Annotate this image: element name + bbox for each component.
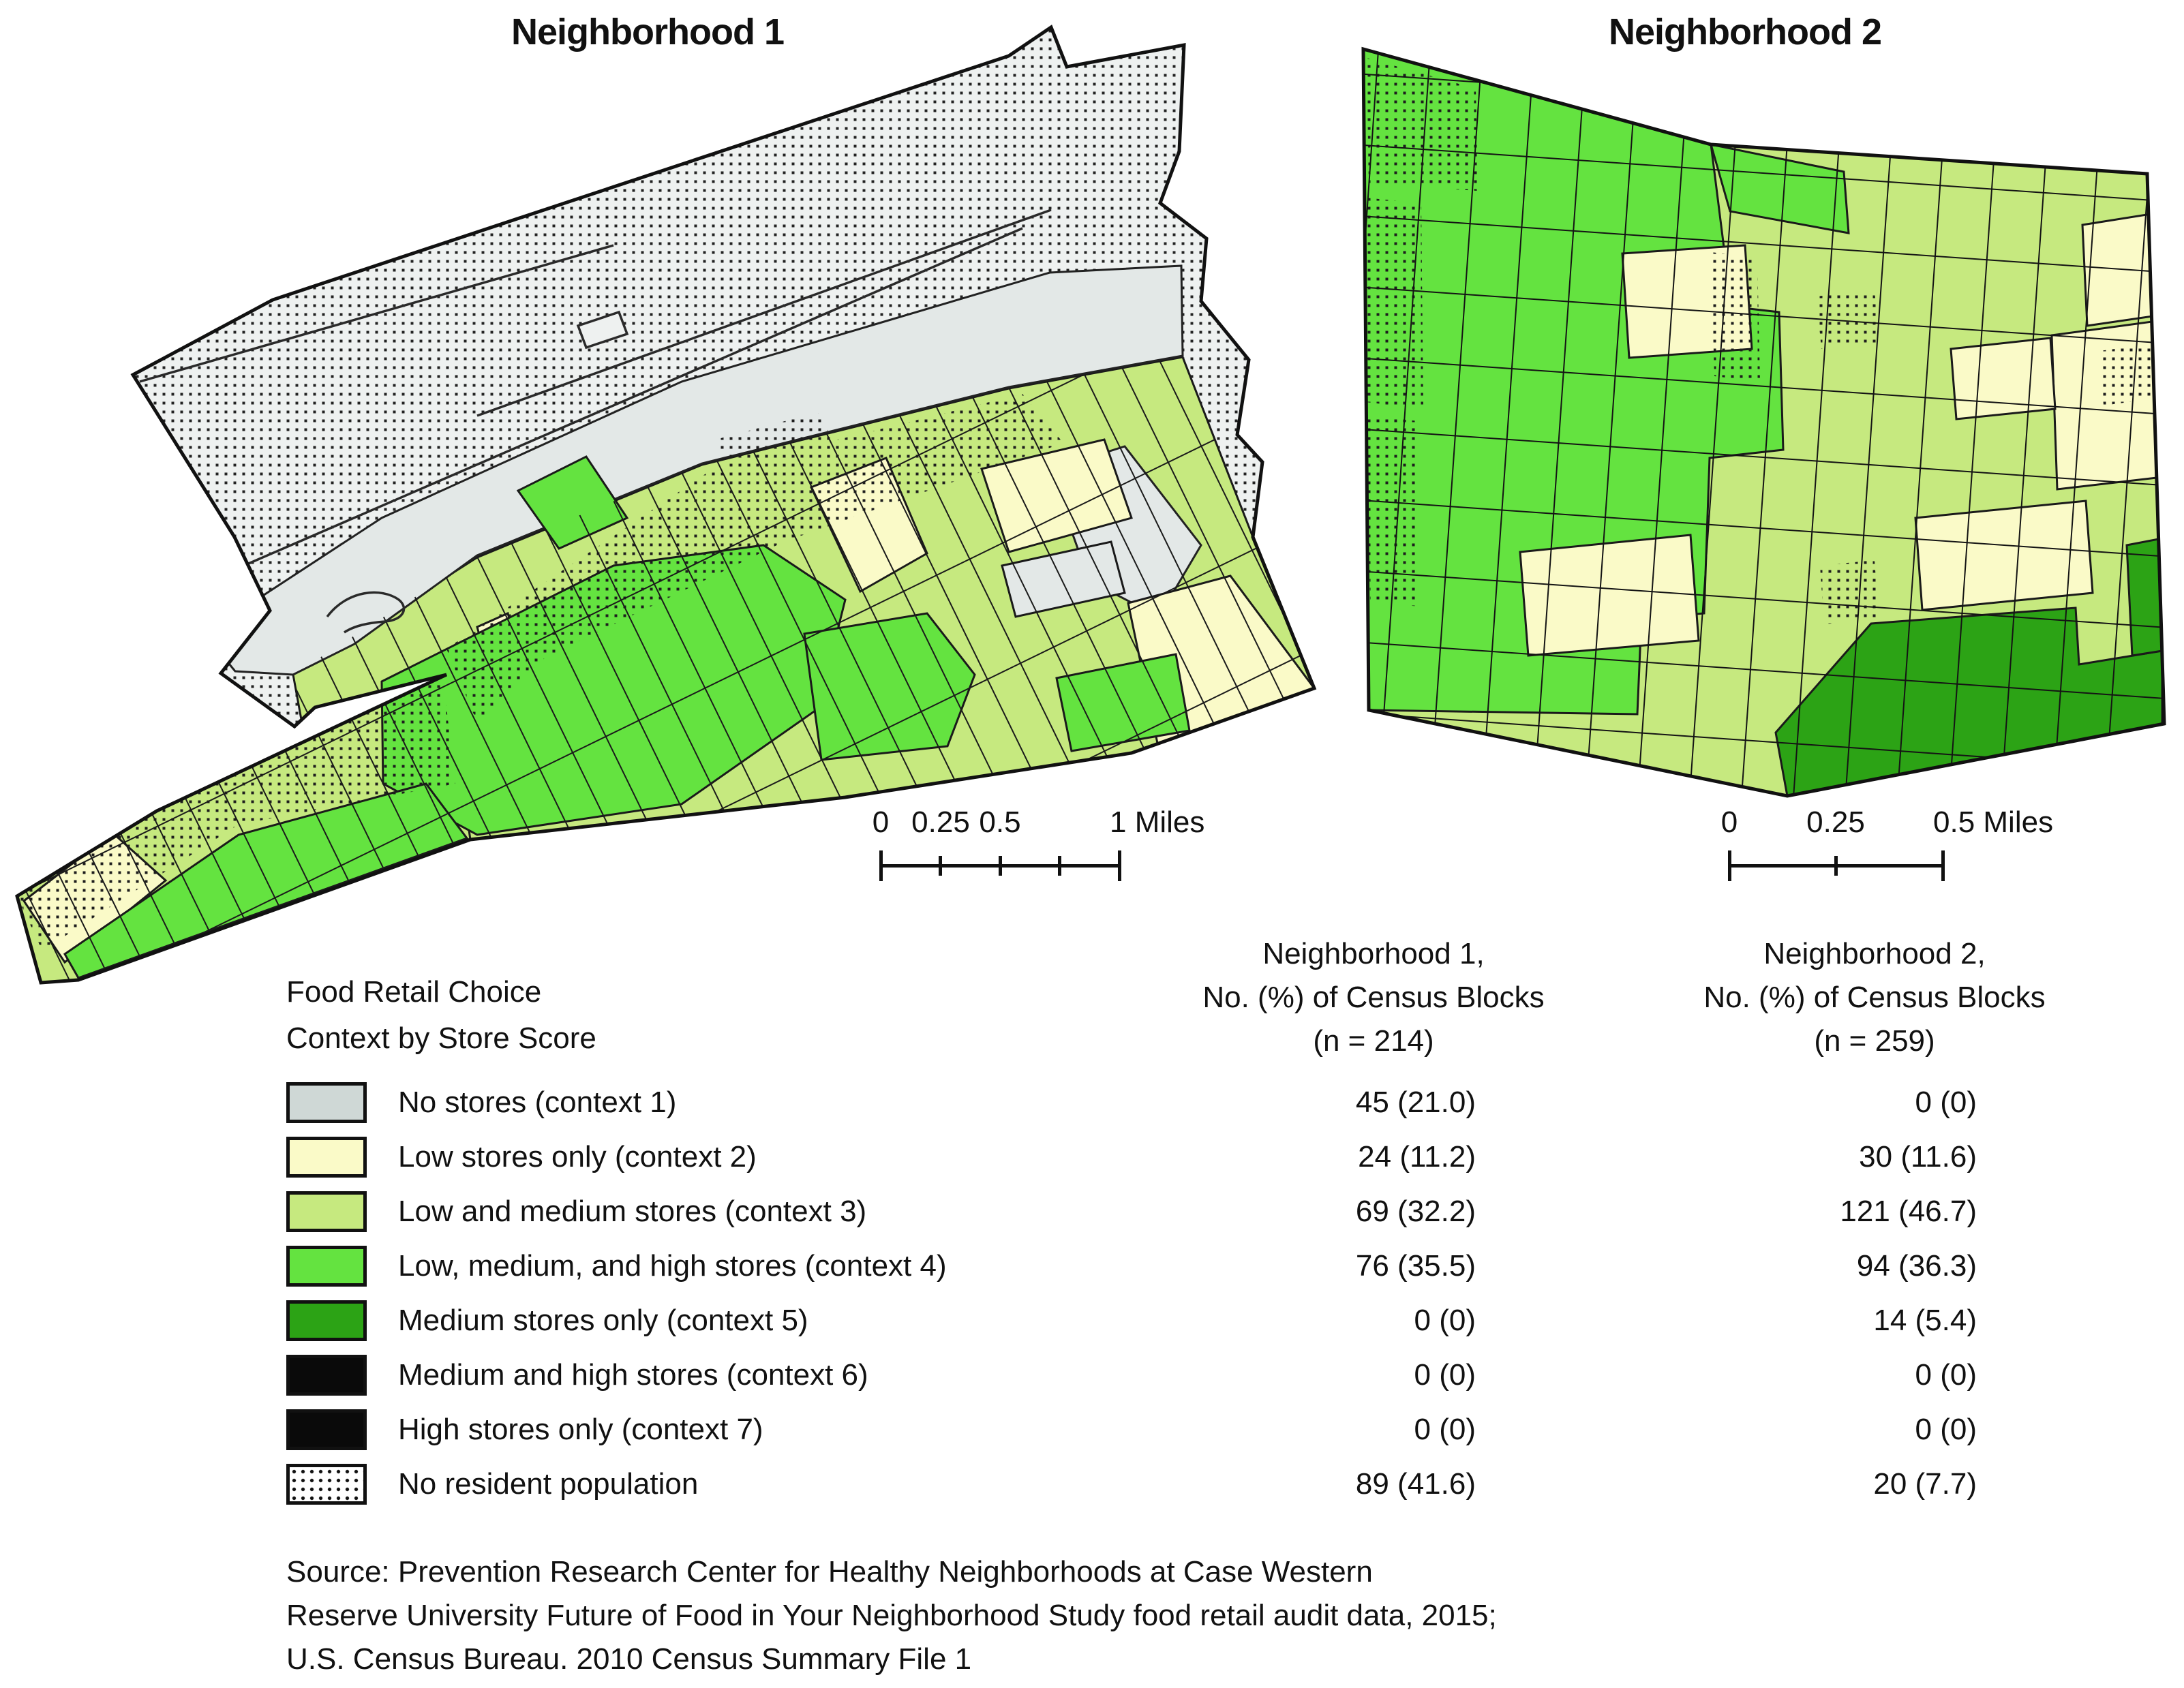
legend-row-label: Low and medium stores (context 3) [398, 1195, 867, 1228]
value-neighborhood2: 121 (46.7) [1840, 1195, 1977, 1228]
value-neighborhood1: 0 (0) [1414, 1304, 1476, 1337]
source-line1: Source: Prevention Research Center for H… [286, 1555, 1373, 1589]
legend-row-label: Medium and high stores (context 6) [398, 1358, 868, 1392]
value-neighborhood1: 24 (11.2) [1358, 1140, 1476, 1173]
legend-row: No stores (context 1) 45 (21.0) 0 (0) [286, 1075, 1977, 1130]
value-neighborhood1: 76 (35.5) [1355, 1249, 1476, 1283]
scalebar1-label-0: 0 [872, 805, 890, 839]
neighborhood2-map [1361, 46, 2166, 798]
legend-row: Medium stores only (context 5) 0 (0) 14 … [286, 1293, 1977, 1348]
value-neighborhood1: 0 (0) [1414, 1358, 1476, 1392]
scalebar2-end-label: 0.5 Miles [1933, 805, 2054, 839]
legend-swatch-icon [286, 1191, 367, 1232]
legend-row: High stores only (context 7) 0 (0) 0 (0) [286, 1402, 1977, 1457]
legend-table: No stores (context 1) 45 (21.0) 0 (0) Lo… [286, 1075, 1977, 1511]
map1-scalebar: 0 0.25 0.5 1 Miles [866, 805, 1288, 894]
map2-scalebar: 0 0.25 0.5 Miles [1714, 805, 2096, 894]
value-neighborhood2: 0 (0) [1915, 1358, 1977, 1392]
value-neighborhood2: 94 (36.3) [1856, 1249, 1977, 1283]
source-line3: U.S. Census Bureau. 2010 Census Summary … [286, 1642, 972, 1676]
value-neighborhood1: 0 (0) [1414, 1413, 1476, 1446]
legend-row: Low stores only (context 2) 24 (11.2) 30… [286, 1130, 1977, 1184]
value-neighborhood2: 20 (7.7) [1873, 1467, 1977, 1501]
scalebar2-label-025: 0.25 [1806, 805, 1865, 839]
legend-row-label: No stores (context 1) [398, 1086, 677, 1119]
legend-row: No resident population 89 (41.6) 20 (7.7… [286, 1457, 1977, 1511]
map1-title: Neighborhood 1 [511, 12, 785, 52]
legend-row: Low, medium, and high stores (context 4)… [286, 1239, 1977, 1293]
value-neighborhood2: 0 (0) [1915, 1413, 1977, 1446]
legend-title: Food Retail Choice Context by Store Scor… [286, 969, 596, 1062]
legend-row: Low and medium stores (context 3) 69 (32… [286, 1184, 1977, 1239]
scalebar1-label-025: 0.25 [911, 805, 970, 839]
legend-title-line2: Context by Store Score [286, 1022, 596, 1055]
column-header-neighborhood2: Neighborhood 2, No. (%) of Census Blocks… [1670, 932, 2079, 1063]
legend-swatch-icon [286, 1300, 367, 1341]
legend-row-label: Medium stores only (context 5) [398, 1304, 808, 1337]
legend-swatch-icon [286, 1355, 367, 1396]
legend-row: Medium and high stores (context 6) 0 (0)… [286, 1348, 1977, 1402]
legend-swatch-icon [286, 1409, 367, 1450]
legend-swatch-icon [286, 1137, 367, 1178]
legend-swatch-icon [286, 1082, 367, 1123]
source-line2: Reserve University Future of Food in You… [286, 1599, 1497, 1632]
value-neighborhood1: 89 (41.6) [1355, 1467, 1476, 1501]
neighborhood1-map [15, 25, 1317, 985]
legend-swatch-icon [286, 1246, 367, 1287]
legend-swatch-icon [286, 1464, 367, 1505]
col2-header-line1: Neighborhood 2, [1763, 937, 1986, 970]
column-header-neighborhood1: Neighborhood 1, No. (%) of Census Blocks… [1172, 932, 1575, 1063]
col2-header-line2: No. (%) of Census Blocks [1703, 981, 2046, 1014]
scalebar2-label-0: 0 [1720, 805, 1738, 839]
map2-title: Neighborhood 2 [1609, 12, 1882, 52]
value-neighborhood2: 30 (11.6) [1859, 1140, 1977, 1173]
scalebar1-end-label: 1 Miles [1110, 805, 1205, 839]
legend-row-label: No resident population [398, 1467, 699, 1501]
value-neighborhood1: 45 (21.0) [1355, 1086, 1476, 1119]
legend-title-line1: Food Retail Choice [286, 975, 542, 1009]
legend-row-label: High stores only (context 7) [398, 1413, 763, 1446]
col1-header-line1: Neighborhood 1, [1262, 937, 1485, 970]
legend-row-label: Low, medium, and high stores (context 4) [398, 1249, 947, 1283]
col2-header-line3: (n = 259) [1814, 1024, 1935, 1058]
col1-header-line2: No. (%) of Census Blocks [1202, 981, 1545, 1014]
value-neighborhood1: 69 (32.2) [1355, 1195, 1476, 1228]
scalebar1-label-05: 0.5 [979, 805, 1021, 839]
value-neighborhood2: 0 (0) [1915, 1086, 1977, 1119]
col1-header-line3: (n = 214) [1313, 1024, 1434, 1058]
legend-row-label: Low stores only (context 2) [398, 1140, 757, 1173]
value-neighborhood2: 14 (5.4) [1873, 1304, 1977, 1337]
source-note: Source: Prevention Research Center for H… [286, 1550, 1497, 1681]
